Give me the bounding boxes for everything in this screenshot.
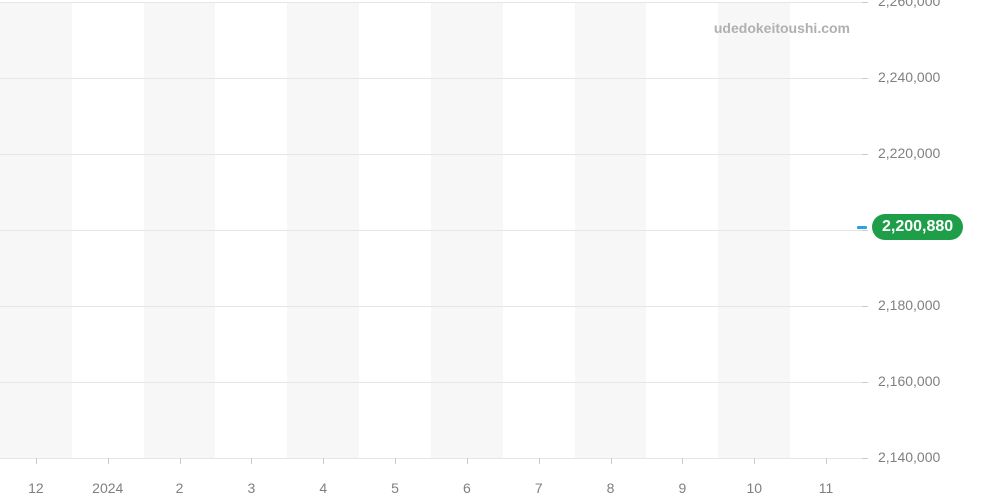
y-tick-mark [862,78,868,79]
gridline-horizontal [0,154,862,155]
y-tick-mark [862,154,868,155]
x-tick-label: 7 [535,480,543,496]
x-tick-mark [323,458,324,464]
x-tick-mark [180,458,181,464]
x-tick-label: 2 [176,480,184,496]
price-chart: 2,140,0002,160,0002,180,0002,200,0002,22… [0,0,1000,500]
x-tick-label: 10 [746,480,762,496]
x-tick-mark [754,458,755,464]
x-tick-mark [467,458,468,464]
x-tick-mark [611,458,612,464]
current-value-marker [857,226,867,229]
y-tick-mark [862,458,868,459]
y-tick-label: 2,220,000 [878,145,940,161]
y-tick-mark [862,230,868,231]
x-tick-mark [826,458,827,464]
x-tick-label: 4 [319,480,327,496]
x-tick-mark [395,458,396,464]
x-tick-mark [108,458,109,464]
gridline-horizontal [0,458,862,459]
gridline-horizontal [0,230,862,231]
x-tick-label: 11 [819,480,834,496]
gridline-horizontal [0,306,862,307]
y-tick-mark [862,382,868,383]
x-tick-mark [251,458,252,464]
watermark-text: udedokeitoushi.com [714,20,850,36]
x-tick-label: 9 [679,480,687,496]
y-tick-label: 2,160,000 [878,373,940,389]
gridline-horizontal [0,78,862,79]
x-tick-label: 12 [28,480,44,496]
gridline-horizontal [0,2,862,3]
x-tick-label: 5 [391,480,399,496]
y-tick-label: 2,240,000 [878,69,940,85]
x-tick-mark [539,458,540,464]
x-tick-label: 2024 [92,480,123,496]
x-tick-label: 8 [607,480,615,496]
x-tick-label: 3 [248,480,256,496]
gridline-horizontal [0,382,862,383]
y-tick-mark [862,2,868,3]
y-tick-label: 2,140,000 [878,449,940,465]
y-tick-label: 2,260,000 [878,0,940,9]
y-tick-label: 2,180,000 [878,297,940,313]
current-value-badge: 2,200,880 [872,214,963,240]
x-tick-mark [682,458,683,464]
y-tick-mark [862,306,868,307]
x-tick-mark [36,458,37,464]
plot-area [0,2,862,458]
x-tick-label: 6 [463,480,471,496]
